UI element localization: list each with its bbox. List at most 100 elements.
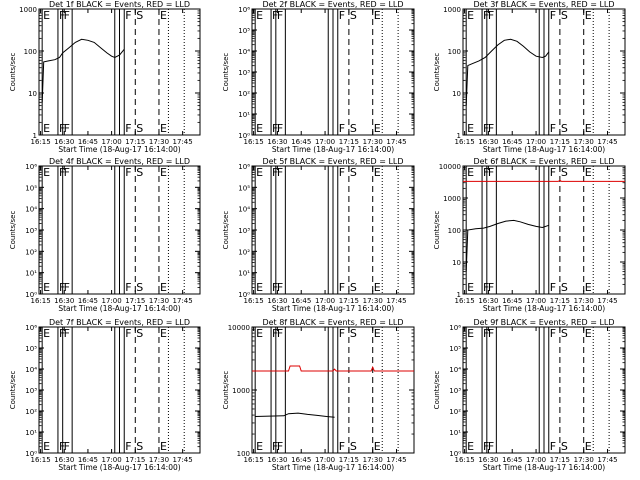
series-line <box>255 412 335 418</box>
y-tick-label: 10⁴ <box>238 206 250 214</box>
x-tick-label: 16:15 <box>454 297 474 305</box>
series-line <box>41 38 125 103</box>
time-marker-label-bottom: F <box>272 122 278 135</box>
x-tick-label: 16:45 <box>291 456 311 464</box>
time-marker-label-bottom: F <box>488 440 494 453</box>
y-tick-label: 10³ <box>449 387 461 395</box>
y-tick-label: 10⁵ <box>449 345 461 353</box>
detector-panel: Det 7f BLACK = Events, RED = LLD 16:15 16:… <box>9 318 201 472</box>
time-marker-label-bottom: F <box>339 122 345 135</box>
x-tick-label: 17:30 <box>149 456 169 464</box>
time-marker-label-bottom: F <box>59 281 65 294</box>
time-marker-label-top: S <box>136 327 143 340</box>
y-tick-label: 10² <box>238 248 250 256</box>
y-tick-label: 10⁰ <box>238 291 250 299</box>
detector-panel: Det 4f BLACK = Events, RED = LLD 16:15 16:… <box>9 157 201 313</box>
time-marker-label-top: E <box>256 327 263 340</box>
time-marker-label-bottom: S <box>350 122 357 135</box>
time-marker-label-top: F <box>339 166 345 179</box>
x-tick-label: 16:30 <box>478 297 498 305</box>
panel-title: Det 1f BLACK = Events, RED = LLD <box>49 0 190 9</box>
x-tick-label: 17:00 <box>102 138 122 146</box>
x-tick-label: 17:15 <box>550 138 570 146</box>
time-marker-label-bottom: F <box>483 122 489 135</box>
time-marker-label-bottom: F <box>483 281 489 294</box>
x-tick-label: 17:30 <box>149 297 169 305</box>
time-marker-label-bottom: E <box>374 440 381 453</box>
time-marker-label-top: F <box>272 327 278 340</box>
x-tick-label: 16:15 <box>30 138 50 146</box>
x-tick-label: 17:00 <box>102 456 122 464</box>
x-tick-label: 17:45 <box>597 297 617 305</box>
time-marker-label-bottom: F <box>483 440 489 453</box>
time-marker-label-bottom: E <box>585 122 592 135</box>
time-marker-label-bottom: E <box>467 122 474 135</box>
x-axis-label: Start Time (18-Aug-17 16:14:00) <box>483 463 605 472</box>
time-marker-label-bottom: E <box>256 440 263 453</box>
y-tick-label: 10⁰ <box>238 132 250 140</box>
y-tick-label: 10 <box>452 259 461 267</box>
time-marker-label-bottom: F <box>277 440 283 453</box>
y-axis-label: Counts/sec <box>9 211 17 250</box>
time-marker-label-bottom: F <box>339 281 345 294</box>
x-tick-label: 16:30 <box>267 297 287 305</box>
x-tick-label: 16:15 <box>454 456 474 464</box>
x-tick-label: 16:30 <box>54 297 74 305</box>
detector-panel: Det 9f BLACK = Events, RED = LLD 16:15 16:… <box>433 318 626 472</box>
time-marker-label-bottom: F <box>59 122 65 135</box>
time-marker-label-top: F <box>339 9 345 22</box>
x-tick-label: 16:45 <box>291 297 311 305</box>
x-tick-label: 16:30 <box>478 456 498 464</box>
time-marker-label-top: F <box>59 9 65 22</box>
panel-title: Det 8f BLACK = Events, RED = LLD <box>262 318 403 327</box>
y-tick-label: 10¹ <box>25 270 37 278</box>
time-marker-label-top: F <box>483 9 489 22</box>
time-marker-label-top: S <box>136 9 143 22</box>
y-axis-label: Counts/sec <box>9 53 17 92</box>
panel-title: Det 4f BLACK = Events, RED = LLD <box>49 157 190 166</box>
x-tick-label: 16:30 <box>267 456 287 464</box>
y-axis-label: Counts/sec <box>9 371 17 410</box>
time-marker-label-top: F <box>483 327 489 340</box>
time-marker-label-top: E <box>374 327 381 340</box>
x-axis-label: Start Time (18-Aug-17 16:14:00) <box>483 145 605 154</box>
time-marker-label-bottom: F <box>488 281 494 294</box>
time-marker-label-top: E <box>585 166 592 179</box>
y-tick-label: 10¹ <box>238 111 250 119</box>
time-marker-label-bottom: E <box>585 440 592 453</box>
time-marker-label-top: F <box>125 9 131 22</box>
y-tick-label: 10⁶ <box>25 163 37 171</box>
y-tick-label: 10⁵ <box>25 184 37 192</box>
series-line <box>252 365 414 372</box>
x-tick-label: 16:45 <box>78 456 98 464</box>
time-marker-label-top: S <box>350 166 357 179</box>
y-tick-label: 10⁴ <box>238 48 250 56</box>
y-tick-label: 10000 <box>228 324 250 332</box>
time-marker-label-top: F <box>64 9 70 22</box>
x-tick-label: 16:45 <box>78 297 98 305</box>
x-tick-label: 17:00 <box>315 297 335 305</box>
y-axis-label: Counts/sec <box>222 371 230 410</box>
time-marker-label-top: S <box>350 327 357 340</box>
y-tick-label: 10² <box>449 408 461 416</box>
y-tick-label: 10¹ <box>25 429 37 437</box>
time-marker-label-bottom: E <box>160 122 167 135</box>
time-marker-label-top: F <box>59 327 65 340</box>
y-tick-label: 1000 <box>443 6 461 14</box>
y-tick-label: 10 <box>28 90 37 98</box>
x-tick-label: 17:45 <box>173 297 193 305</box>
time-marker-label-top: E <box>467 327 474 340</box>
x-axis-label: Start Time (18-Aug-17 16:14:00) <box>272 463 394 472</box>
time-marker-label-top: E <box>160 327 167 340</box>
detector-panel: Det 2f BLACK = Events, RED = LLD 16:15 16:… <box>222 0 415 154</box>
x-axis-label: Start Time (18-Aug-17 16:14:00) <box>58 145 180 154</box>
x-tick-label: 17:15 <box>550 297 570 305</box>
time-marker-label-top: E <box>467 166 474 179</box>
panel-title: Det 9f BLACK = Events, RED = LLD <box>473 318 614 327</box>
time-marker-label-top: E <box>374 9 381 22</box>
y-tick-label: 10⁰ <box>25 291 37 299</box>
time-marker-label-bottom: E <box>467 281 474 294</box>
panel-title: Det 6f BLACK = Events, RED = LLD <box>473 157 614 166</box>
time-marker-label-bottom: F <box>277 281 283 294</box>
